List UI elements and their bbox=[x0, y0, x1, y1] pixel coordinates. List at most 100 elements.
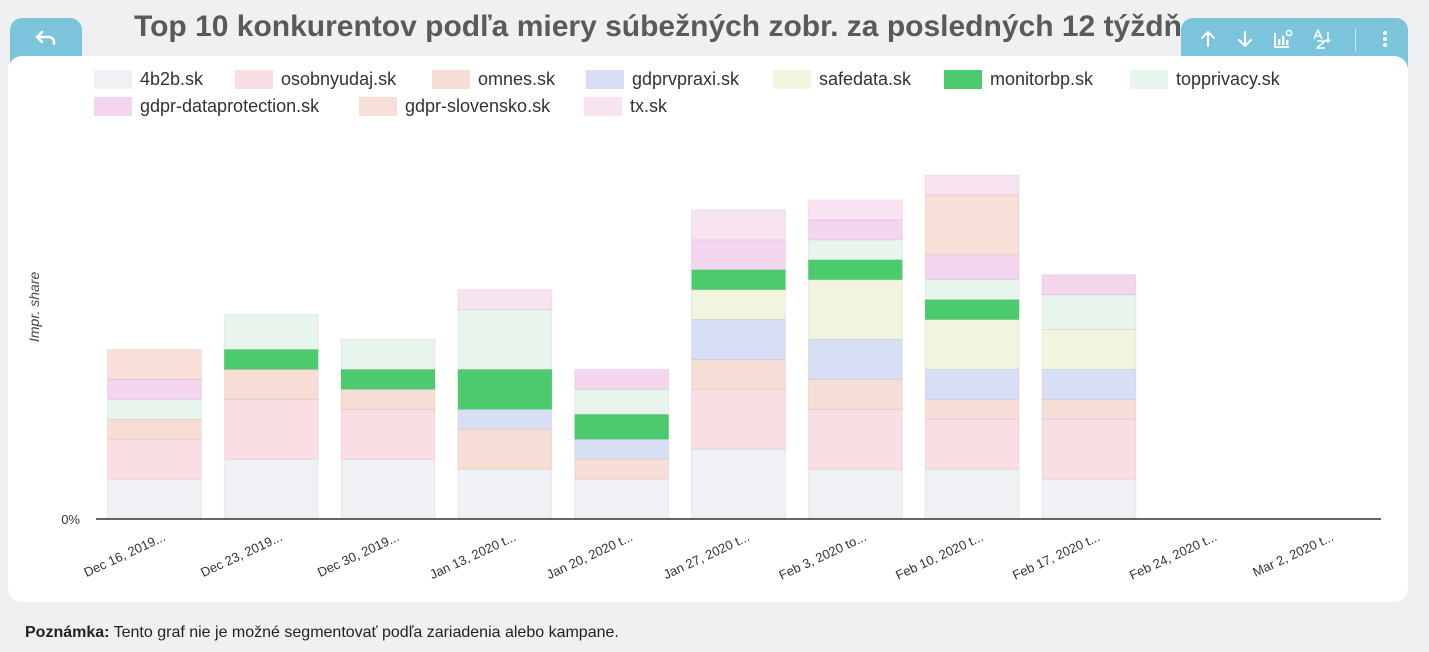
bar-segment[interactable] bbox=[807, 468, 903, 520]
bar-segment[interactable] bbox=[691, 448, 786, 520]
legend-swatch bbox=[94, 96, 132, 116]
bar-segment[interactable] bbox=[807, 279, 903, 340]
bar-segment[interactable] bbox=[691, 209, 786, 241]
bar-segment[interactable] bbox=[106, 418, 202, 440]
bar-segment[interactable] bbox=[340, 388, 436, 410]
bar-segment[interactable] bbox=[691, 358, 786, 390]
bar-segment[interactable] bbox=[924, 174, 1020, 196]
bar-segment[interactable] bbox=[924, 299, 1020, 321]
x-tick-label: Jan 13, 2020 t... bbox=[427, 529, 518, 582]
bar-segment[interactable] bbox=[106, 478, 202, 520]
bar-segment[interactable] bbox=[457, 289, 553, 311]
bar-segment[interactable] bbox=[106, 438, 202, 480]
legend-item[interactable]: osobnyudaj.sk bbox=[235, 68, 396, 90]
legend-swatch bbox=[235, 69, 273, 89]
legend-label: topprivacy.sk bbox=[1176, 68, 1280, 89]
bar-segment[interactable] bbox=[223, 348, 319, 370]
bar-segment[interactable] bbox=[574, 388, 670, 415]
bar-segment[interactable] bbox=[457, 428, 553, 470]
bar-segment[interactable] bbox=[924, 368, 1020, 400]
bar-segment[interactable] bbox=[924, 319, 1020, 370]
bar-segment[interactable] bbox=[457, 408, 553, 430]
legend-swatch bbox=[586, 69, 624, 89]
bar-segment[interactable] bbox=[924, 279, 1020, 301]
legend-label: monitorbp.sk bbox=[990, 68, 1094, 89]
x-tick-label: Feb 3, 2020 to... bbox=[776, 529, 868, 583]
bar-segment[interactable] bbox=[807, 199, 903, 221]
bar-segment[interactable] bbox=[1041, 368, 1137, 400]
bar-segment[interactable] bbox=[1041, 418, 1137, 480]
move-down-button[interactable] bbox=[1231, 26, 1259, 52]
bar-segment[interactable] bbox=[574, 458, 670, 480]
bar-segment[interactable] bbox=[691, 269, 786, 291]
bar-segment[interactable] bbox=[340, 458, 436, 520]
bar-segment[interactable] bbox=[457, 368, 553, 410]
bar-segment[interactable] bbox=[807, 239, 903, 261]
bar-segment[interactable] bbox=[340, 368, 436, 390]
toolbar-divider bbox=[1355, 28, 1356, 52]
bar-segment[interactable] bbox=[924, 468, 1020, 520]
undo-button[interactable] bbox=[28, 24, 64, 52]
legend-item[interactable]: tx.sk bbox=[584, 95, 667, 117]
arrow-down-icon bbox=[1238, 31, 1252, 47]
bar-segment[interactable] bbox=[574, 478, 670, 520]
legend-swatch bbox=[359, 96, 397, 116]
bar-segment[interactable] bbox=[106, 398, 202, 420]
bar-segment[interactable] bbox=[574, 413, 670, 440]
more-options-button[interactable] bbox=[1371, 26, 1399, 52]
bar-segment[interactable] bbox=[340, 408, 436, 460]
bar-segment[interactable] bbox=[106, 378, 202, 400]
legend-swatch bbox=[773, 69, 811, 89]
bar-segment[interactable] bbox=[1041, 329, 1137, 370]
sort-button[interactable] bbox=[1308, 26, 1336, 52]
legend-item[interactable]: omnes.sk bbox=[432, 68, 555, 90]
bar-segment[interactable] bbox=[924, 398, 1020, 420]
bar-segment[interactable] bbox=[223, 314, 319, 350]
bar-segment[interactable] bbox=[807, 408, 903, 470]
bar-segment[interactable] bbox=[1041, 274, 1137, 296]
x-tick-label: Dec 23, 2019... bbox=[198, 529, 284, 580]
bar-segment[interactable] bbox=[691, 388, 786, 450]
bar-segment[interactable] bbox=[457, 468, 553, 520]
legend-item[interactable]: gdpr-dataprotection.sk bbox=[94, 95, 319, 117]
bar-segment[interactable] bbox=[924, 418, 1020, 470]
bar-segment[interactable] bbox=[106, 348, 202, 380]
legend-swatch bbox=[1130, 69, 1168, 89]
bar-segment[interactable] bbox=[691, 289, 786, 321]
bar-segment[interactable] bbox=[924, 194, 1020, 256]
bar-segment[interactable] bbox=[691, 239, 786, 271]
legend-item[interactable]: monitorbp.sk bbox=[944, 68, 1093, 90]
arrow-up-icon bbox=[1201, 31, 1215, 47]
legend-item[interactable]: safedata.sk bbox=[773, 68, 911, 90]
bar-segment[interactable] bbox=[223, 398, 319, 460]
legend-item[interactable]: gdprvpraxi.sk bbox=[586, 68, 739, 90]
bar-segment[interactable] bbox=[223, 458, 319, 520]
bar-segment[interactable] bbox=[924, 254, 1020, 281]
chart-settings-button[interactable] bbox=[1269, 26, 1297, 52]
bar-segment[interactable] bbox=[574, 368, 670, 390]
legend-swatch bbox=[944, 69, 982, 89]
bar-segment[interactable] bbox=[1041, 294, 1137, 331]
bar-segment[interactable] bbox=[223, 368, 319, 400]
bar-segment[interactable] bbox=[807, 259, 903, 281]
bar-segment[interactable] bbox=[807, 378, 903, 410]
legend-item[interactable]: gdpr-slovensko.sk bbox=[359, 95, 550, 117]
legend-item[interactable]: topprivacy.sk bbox=[1130, 68, 1280, 90]
x-tick-label: Jan 27, 2020 t... bbox=[661, 529, 752, 582]
footnote: Poznámka: Tento graf nie je možné segmen… bbox=[25, 624, 619, 642]
chart-legend: 4b2b.sk osobnyudaj.sk omnes.sk gdprvpraxi.s… bbox=[94, 68, 1394, 128]
move-up-button[interactable] bbox=[1194, 26, 1222, 52]
legend-label: omnes.sk bbox=[478, 68, 556, 89]
bar-segment[interactable] bbox=[807, 339, 903, 380]
legend-swatch bbox=[432, 69, 470, 89]
bar-segment[interactable] bbox=[574, 438, 670, 460]
legend-item[interactable]: 4b2b.sk bbox=[94, 68, 203, 90]
page-title: Top 10 konkurentov podľa miery súbežných… bbox=[134, 10, 1217, 43]
bar-segment[interactable] bbox=[807, 219, 903, 241]
bar-segment[interactable] bbox=[1041, 398, 1137, 420]
bar-segment[interactable] bbox=[457, 309, 553, 370]
chart-settings-icon bbox=[1274, 29, 1293, 48]
bar-segment[interactable] bbox=[1041, 478, 1137, 520]
bar-segment[interactable] bbox=[340, 339, 436, 370]
bar-segment[interactable] bbox=[691, 319, 786, 360]
